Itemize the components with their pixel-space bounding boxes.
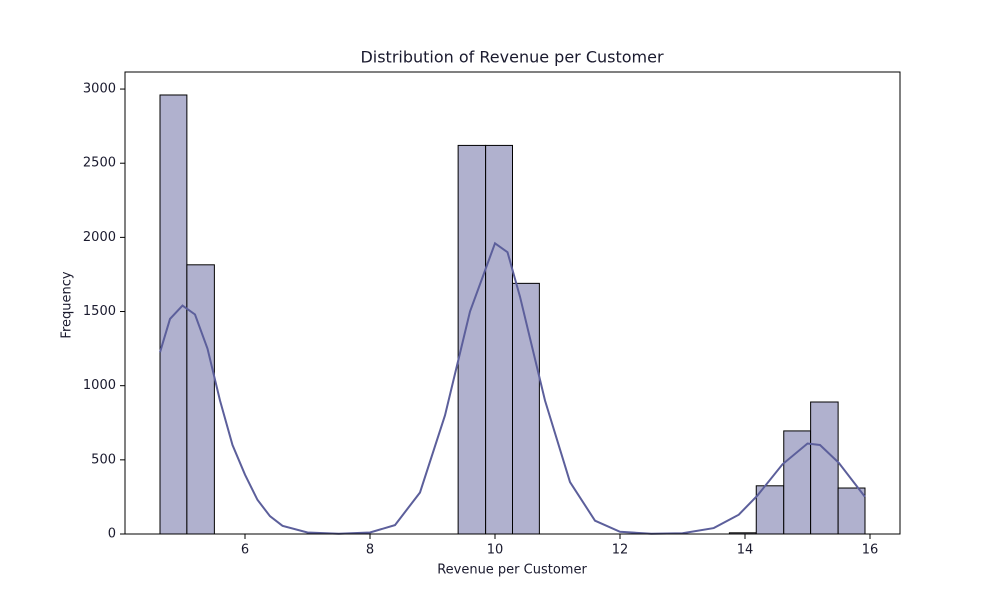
y-axis-label: Frequency xyxy=(60,271,75,338)
bar xyxy=(783,430,812,535)
kde-line xyxy=(159,241,866,535)
x-tick-label: 14 xyxy=(737,543,754,558)
y-tick-label: 1000 xyxy=(83,378,116,393)
y-tick-label: 1500 xyxy=(83,304,116,319)
bar xyxy=(485,144,513,535)
bar xyxy=(186,264,215,535)
x-tick-label: 16 xyxy=(862,543,879,558)
x-tick-label: 12 xyxy=(612,543,629,558)
y-tick-label: 2500 xyxy=(83,156,116,171)
y-tick-label: 0 xyxy=(108,527,116,542)
y-tick-label: 2000 xyxy=(83,230,116,245)
x-tick-label: 6 xyxy=(241,543,249,558)
bar xyxy=(837,487,866,535)
plot-frame xyxy=(124,71,901,535)
x-axis-label: Revenue per Customer xyxy=(437,563,587,578)
y-tick-label: 3000 xyxy=(83,82,116,97)
x-tick-label: 8 xyxy=(366,543,374,558)
chart-title: Distribution of Revenue per Customer xyxy=(360,48,664,67)
x-tick-label: 10 xyxy=(487,543,504,558)
y-tick-label: 500 xyxy=(91,452,116,467)
bar xyxy=(810,401,839,535)
